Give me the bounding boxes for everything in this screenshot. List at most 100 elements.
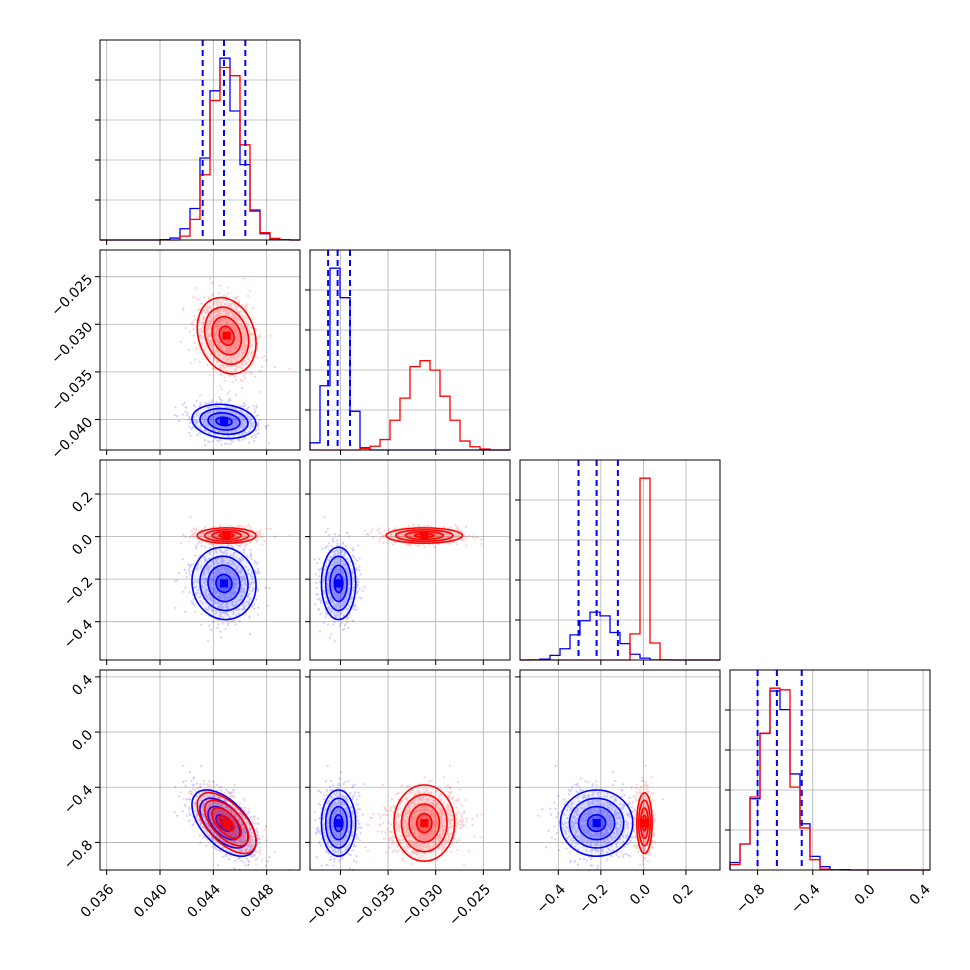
sample-point [224,442,227,445]
sample-point [212,418,215,421]
sample-point [259,529,262,532]
sample-point [249,418,252,421]
sample-point [182,306,185,310]
sample-point [240,423,243,426]
y-tick-label: −0.030 [48,319,96,367]
sample-point [191,601,194,605]
sample-point [216,410,219,413]
sample-point [229,425,233,428]
sample-point [242,405,245,408]
sample-point [234,412,237,415]
sample-point [218,408,221,412]
sample-point [212,417,215,420]
sample-point [341,541,345,544]
sample-point [203,438,207,442]
sample-point [232,422,235,425]
sample-point [208,624,211,627]
sample-point [220,388,223,391]
sample-point [256,356,259,359]
sample-point [243,431,246,434]
sample-point [224,410,227,413]
sample-point [214,415,217,419]
sample-point [210,418,213,421]
sample-point [199,623,203,626]
sample-point [257,428,260,431]
sample-point [248,615,251,618]
sample-point [196,421,199,424]
y-tick-label: −0.035 [48,367,96,415]
sample-point [325,546,328,549]
sample-point [256,532,259,535]
sample-point [222,409,225,412]
sample-point [184,410,187,413]
sample-point [217,414,220,417]
sample-point [241,386,244,390]
sample-point [250,418,253,421]
sample-point [226,442,229,445]
sample-point [237,299,240,303]
sample-point [345,620,349,623]
sample-point [391,543,394,546]
sample-point [244,421,247,424]
sample-point [206,363,209,367]
sample-point [333,620,336,624]
sample-point [227,414,230,417]
sample-point [245,412,248,415]
sample-point [249,555,252,558]
sample-point [219,636,223,639]
sample-point [190,362,193,365]
sample-point [256,432,259,435]
sample-point [246,407,249,411]
sample-point [188,565,191,568]
sample-point [189,434,192,437]
sample-point [257,432,260,435]
sample-point [248,419,251,422]
sample-point [211,417,214,420]
sample-point [239,410,242,413]
sample-point [188,418,191,421]
sample-point [219,439,222,442]
sample-point [324,530,328,533]
sample-point [358,565,361,568]
sample-point [184,405,187,409]
sample-point [187,431,191,435]
sample-point [248,421,251,424]
sample-point [220,431,223,434]
sample-point [315,593,318,596]
sample-point [258,534,261,537]
sample-point [215,544,218,547]
sample-point [338,534,341,537]
sample-point [356,590,360,593]
sample-point [320,601,323,604]
sample-point [261,543,264,546]
sample-point [209,431,212,434]
sample-point [181,308,185,312]
sample-point [212,416,215,419]
sample-point [234,418,238,421]
sample-point [198,298,201,301]
sample-point [226,405,229,409]
sample-point [235,423,238,427]
sample-point [201,416,204,419]
sample-point [258,419,261,422]
sample-point [229,425,232,429]
sample-point [195,399,198,402]
sample-point [318,580,321,583]
sample-point [268,586,271,590]
sample-point [205,429,208,432]
sample-point [205,423,209,426]
y-tick-label: −0.4 [61,617,96,652]
sample-point [243,431,247,434]
sample-point [221,413,224,416]
sample-point [234,425,237,428]
sample-point [315,581,318,584]
sample-point [229,425,233,428]
sample-point [173,414,176,417]
sample-point [261,366,264,369]
sample-point [233,417,236,420]
sample-point [192,296,195,299]
density-peak [222,331,231,340]
sample-point [199,427,202,430]
sample-point [219,410,222,413]
sample-point [351,547,354,550]
